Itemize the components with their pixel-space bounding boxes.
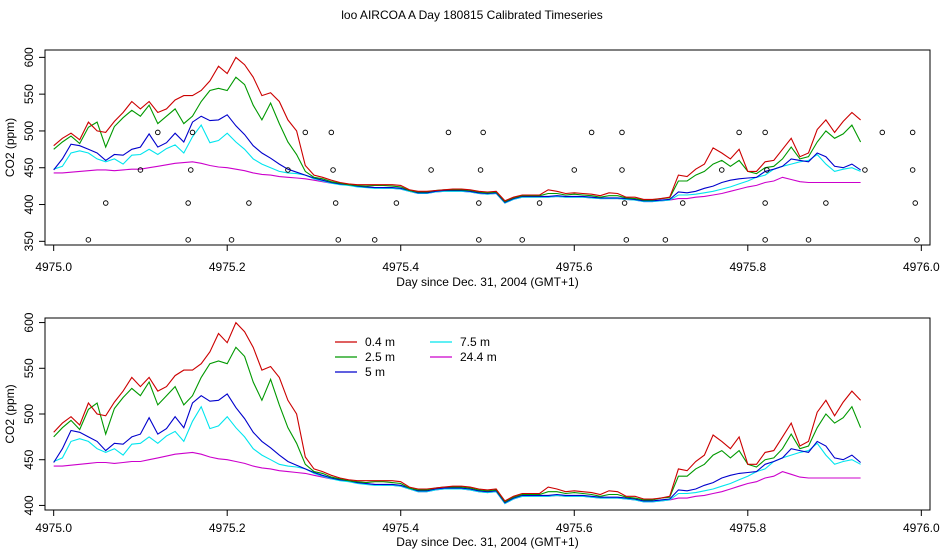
marker-point xyxy=(623,237,630,243)
series-line-0-4-m xyxy=(53,321,861,502)
chart-title: loo AIRCOA A Day 180815 Calibrated Times… xyxy=(341,8,602,22)
legend-label: 0.4 m xyxy=(365,335,395,349)
x-tick-label: 4975.4 xyxy=(382,260,419,274)
marker-point xyxy=(393,200,400,206)
legend-label: 24.4 m xyxy=(460,350,497,364)
marker-point xyxy=(909,129,916,136)
legend-label: 5 m xyxy=(365,365,385,379)
marker-point xyxy=(679,200,686,206)
marker-point xyxy=(371,237,378,243)
legend: 0.4 m2.5 m5 m 7.5 m24.4 m xyxy=(335,335,497,379)
y-tick-label: 550 xyxy=(22,358,36,378)
marker-point xyxy=(189,129,196,136)
y-tick-label: 550 xyxy=(22,84,36,104)
y-tick-label: 450 xyxy=(22,449,36,469)
y-tick-label: 350 xyxy=(22,231,36,251)
series-line-5-m xyxy=(53,114,861,203)
series-line-2-5-m xyxy=(53,76,862,203)
marker-point xyxy=(328,129,335,136)
marker-point xyxy=(477,167,484,173)
y-tick-label: 600 xyxy=(22,47,36,67)
marker-point xyxy=(536,200,543,206)
bottom-panel: 4975.0 4975.2 4975.4 4975.6 4975.8 4976.0 400 4… xyxy=(3,312,940,549)
x-tick-label: 4975.6 xyxy=(556,260,593,274)
marker-point xyxy=(85,237,92,243)
legend-label: 7.5 m xyxy=(460,335,490,349)
marker-point xyxy=(762,200,768,206)
marker-point xyxy=(155,129,161,136)
x-tick-label: 4975.2 xyxy=(209,260,246,274)
marker-point xyxy=(805,237,812,243)
marker-point xyxy=(662,237,669,243)
marker-point xyxy=(619,167,625,173)
marker-point xyxy=(621,200,628,206)
x-axis-label: Day since Dec. 31, 2004 (GMT+1) xyxy=(396,535,578,549)
series-line-24-4-m xyxy=(53,451,861,505)
marker-point xyxy=(330,167,336,173)
marker-point xyxy=(519,237,525,243)
marker-point xyxy=(480,129,486,136)
marker-point xyxy=(762,129,768,136)
marker-point xyxy=(571,167,578,173)
series-line-2-5-m xyxy=(53,346,862,503)
y-tick-label: 600 xyxy=(22,312,36,332)
x-tick-label: 4975.8 xyxy=(729,260,766,274)
marker-point xyxy=(588,129,595,136)
marker-point xyxy=(719,167,725,173)
top-panel: 4975.0 4975.2 4975.4 4975.6 4975.8 4976.0 350 4… xyxy=(3,47,940,289)
marker-point xyxy=(823,200,829,206)
series-line-5-m xyxy=(53,393,861,504)
x-axis-label: Day since Dec. 31, 2004 (GMT+1) xyxy=(396,275,578,289)
marker-point xyxy=(862,167,868,173)
legend-label: 2.5 m xyxy=(365,350,395,364)
marker-point xyxy=(619,129,625,136)
series-line-0-4-m xyxy=(53,56,861,202)
marker-point xyxy=(137,167,144,173)
x-tick-label: 4975.6 xyxy=(556,521,593,535)
x-tick-label: 4976.0 xyxy=(903,260,940,274)
marker-point xyxy=(476,200,482,206)
series-line-24-4-m xyxy=(53,161,861,204)
marker-point xyxy=(909,167,916,173)
x-tick-label: 4976.0 xyxy=(903,521,940,535)
marker-point xyxy=(445,129,452,136)
y-axis-label: CO2 (ppm) xyxy=(3,384,17,443)
marker-point xyxy=(302,129,309,136)
marker-point xyxy=(335,237,342,243)
marker-point xyxy=(736,129,742,136)
marker-point xyxy=(764,167,770,173)
marker-point xyxy=(332,200,339,206)
marker-point xyxy=(228,237,235,243)
y-tick-label: 500 xyxy=(22,121,36,141)
marker-point xyxy=(879,129,886,136)
marker-point xyxy=(102,200,109,206)
y-tick-label: 450 xyxy=(22,157,36,177)
marker-point xyxy=(428,167,434,173)
x-tick-label: 4975.0 xyxy=(35,521,72,535)
marker-point xyxy=(246,200,252,206)
marker-point xyxy=(185,200,191,206)
x-tick-label: 4975.0 xyxy=(35,260,72,274)
marker-point xyxy=(912,200,919,206)
y-tick-label: 400 xyxy=(22,194,36,214)
y-axis-label: CO2 (ppm) xyxy=(3,118,17,177)
marker-point xyxy=(762,237,768,243)
x-tick-label: 4975.2 xyxy=(209,521,246,535)
marker-point xyxy=(914,237,920,243)
marker-point xyxy=(185,237,191,243)
marker-point xyxy=(188,167,194,173)
marker-point xyxy=(285,167,291,173)
x-tick-label: 4975.8 xyxy=(729,521,766,535)
series-line-7-5-m xyxy=(53,124,861,204)
marker-point xyxy=(476,237,482,243)
plot-frame xyxy=(44,49,931,246)
y-tick-label: 400 xyxy=(22,495,36,515)
y-tick-label: 500 xyxy=(22,404,36,424)
series-line-7-5-m xyxy=(53,405,861,505)
x-tick-label: 4975.4 xyxy=(382,521,419,535)
